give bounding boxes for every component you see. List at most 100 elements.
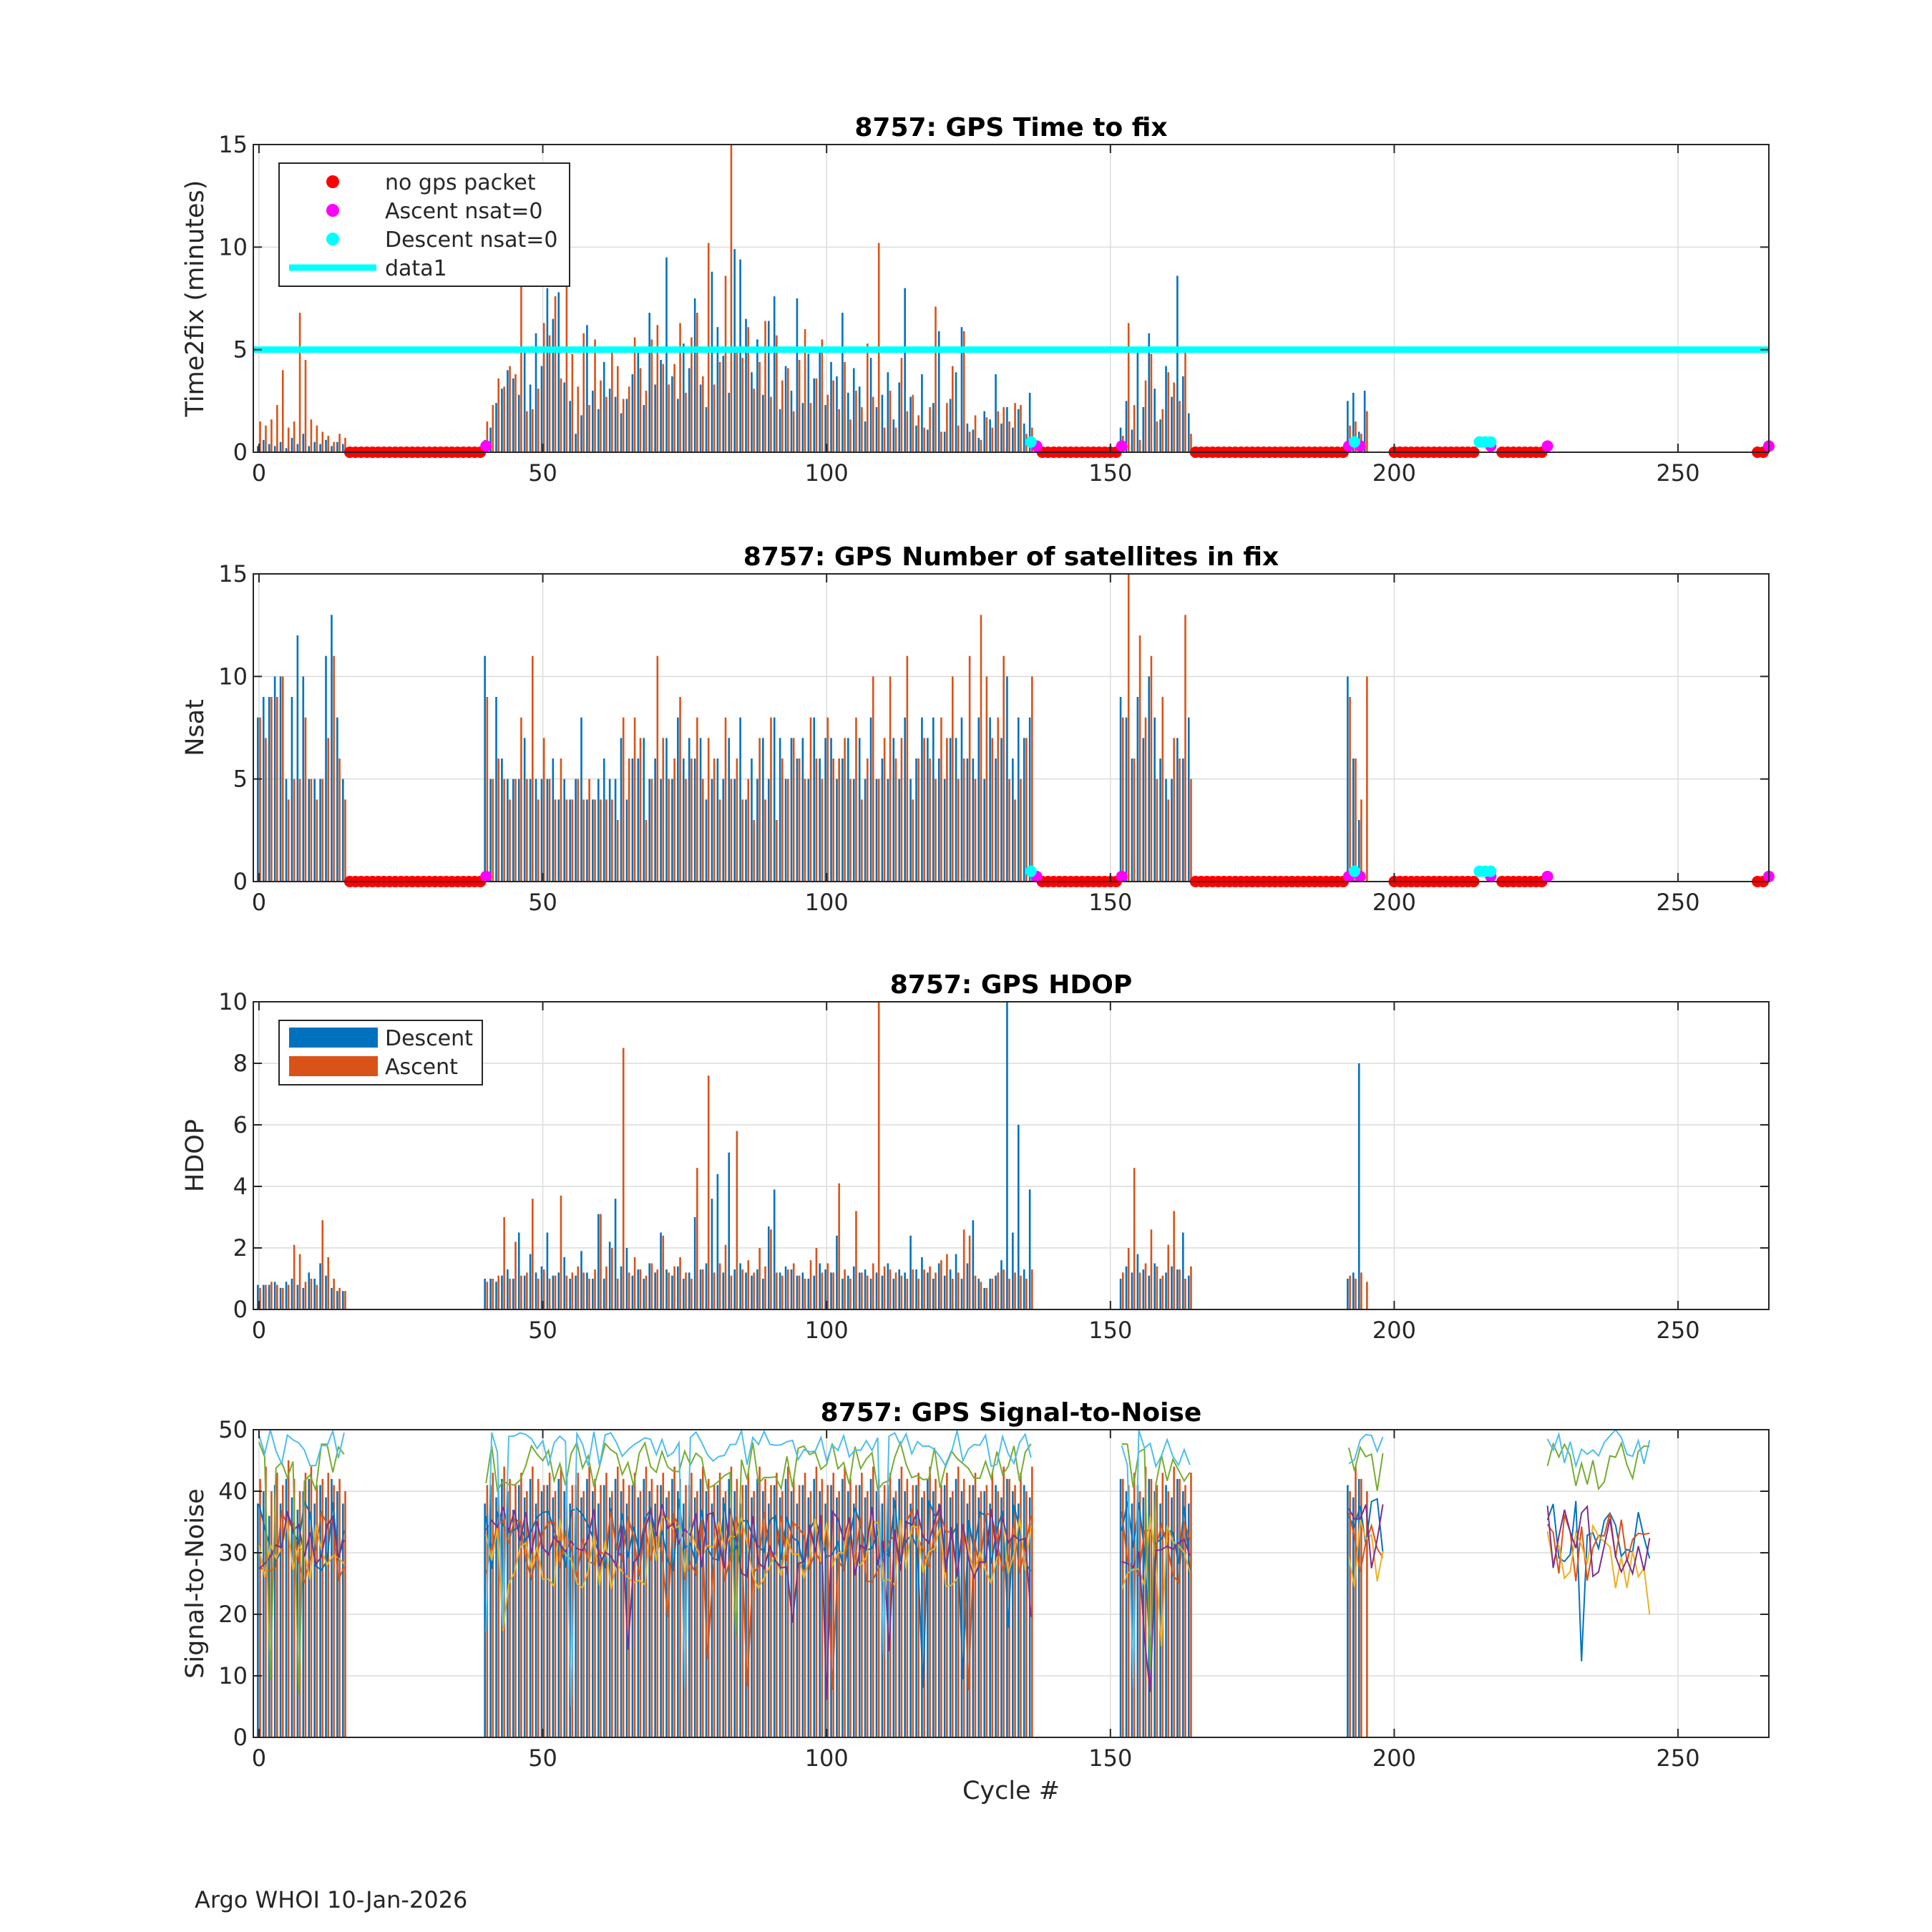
bar-ascent: [917, 1279, 920, 1309]
bar-ascent: [707, 1075, 710, 1309]
bar-ascent: [656, 1269, 659, 1309]
bar-ascent: [327, 1473, 330, 1737]
bar-ascent: [906, 1478, 909, 1737]
bar-ascent: [259, 717, 261, 882]
bar-ascent: [333, 655, 335, 882]
bar-descent: [648, 779, 650, 882]
bar-descent: [654, 1272, 656, 1309]
bar-descent: [943, 779, 946, 882]
bar-ascent: [293, 1478, 296, 1737]
bar-descent: [995, 758, 997, 882]
bar-ascent: [520, 1275, 522, 1309]
bar-ascent: [900, 738, 903, 882]
bar-ascent: [542, 738, 545, 882]
bar-descent: [937, 1503, 940, 1737]
bar-ascent: [713, 758, 716, 882]
bar-ascent: [542, 1269, 545, 1309]
bar-ascent: [1349, 697, 1351, 882]
bar-ascent: [486, 421, 489, 452]
bar-ascent: [691, 758, 693, 882]
bar-ascent: [548, 779, 551, 882]
bar-descent: [1153, 389, 1156, 452]
bar-ascent: [588, 1466, 590, 1737]
y-tick-label: 20: [218, 1601, 248, 1628]
bar-ascent: [849, 1478, 852, 1737]
bar-descent: [989, 1279, 991, 1309]
bar-ascent: [980, 1282, 982, 1309]
y-axis-label: Time2fix (minutes): [181, 180, 210, 418]
bar-ascent: [980, 615, 982, 882]
bar-ascent: [753, 389, 755, 452]
bar-ascent: [912, 1269, 914, 1309]
bar-ascent: [344, 437, 346, 452]
bar-ascent: [310, 779, 313, 882]
bar-ascent: [588, 1279, 590, 1309]
bar-descent: [716, 327, 719, 452]
bar-ascent: [560, 1466, 562, 1737]
bar-ascent: [333, 1279, 335, 1309]
bar-descent: [631, 1275, 634, 1309]
legend-marker: [326, 204, 339, 217]
bar-descent: [693, 1217, 696, 1309]
bar-ascent: [912, 1485, 914, 1737]
bar-descent: [841, 313, 844, 452]
bar-ascent: [662, 364, 665, 452]
bar-descent: [881, 758, 884, 882]
bar-descent: [660, 360, 662, 452]
bar-ascent: [316, 799, 318, 882]
bar-ascent: [1014, 1485, 1016, 1737]
bar-ascent: [821, 779, 824, 882]
bar-descent: [625, 1248, 628, 1309]
legend-marker: [326, 233, 339, 245]
bar-descent: [904, 288, 906, 452]
bar-ascent: [321, 431, 324, 452]
bar-ascent: [616, 366, 619, 452]
bar-ascent: [1150, 655, 1153, 882]
bar-ascent: [1360, 1272, 1362, 1309]
bar-ascent: [503, 1217, 505, 1309]
bar-ascent: [718, 1263, 721, 1309]
bar-ascent: [1360, 799, 1362, 882]
bar-ascent: [509, 799, 511, 882]
bar-descent: [983, 779, 986, 882]
bar-descent: [529, 384, 532, 452]
bar-descent: [563, 779, 565, 882]
bar-ascent: [935, 1272, 937, 1309]
bar-ascent: [1355, 1466, 1357, 1737]
bar-descent: [546, 1232, 549, 1309]
bar-descent: [631, 758, 634, 882]
bar-descent: [904, 1491, 906, 1737]
bar-ascent: [991, 738, 994, 882]
bar-ascent: [548, 1279, 551, 1309]
bar-ascent: [548, 1473, 551, 1737]
bar-descent: [1187, 413, 1190, 452]
bar-ascent: [770, 1229, 772, 1309]
bar-ascent: [867, 1491, 869, 1737]
bar-ascent: [997, 1491, 1000, 1737]
bar-ascent: [1184, 349, 1186, 452]
bar-descent: [864, 1269, 867, 1309]
bar-descent: [517, 394, 520, 452]
bar-descent: [517, 1232, 520, 1309]
bar-ascent: [804, 329, 806, 452]
bar-descent: [279, 1503, 282, 1737]
y-tick-label: 30: [218, 1539, 248, 1566]
bar-descent: [756, 1478, 758, 1737]
bar-ascent: [1133, 758, 1136, 882]
bar-descent: [671, 1478, 673, 1737]
bar-ascent: [968, 655, 971, 882]
bar-descent: [966, 1263, 969, 1309]
bar-ascent: [997, 411, 1000, 452]
bar-descent: [540, 1266, 543, 1309]
bar-ascent: [531, 1466, 534, 1737]
bar-ascent: [611, 1491, 613, 1737]
bar-ascent: [281, 1485, 284, 1737]
bar-descent: [773, 1485, 776, 1737]
bar-ascent: [906, 411, 909, 452]
bar-ascent: [486, 697, 489, 882]
bar-descent: [841, 758, 844, 882]
bar-ascent: [509, 1478, 511, 1737]
bar-ascent: [730, 1466, 733, 1737]
snr-line: [1546, 1504, 1651, 1578]
axes-box: [253, 1001, 1770, 1310]
